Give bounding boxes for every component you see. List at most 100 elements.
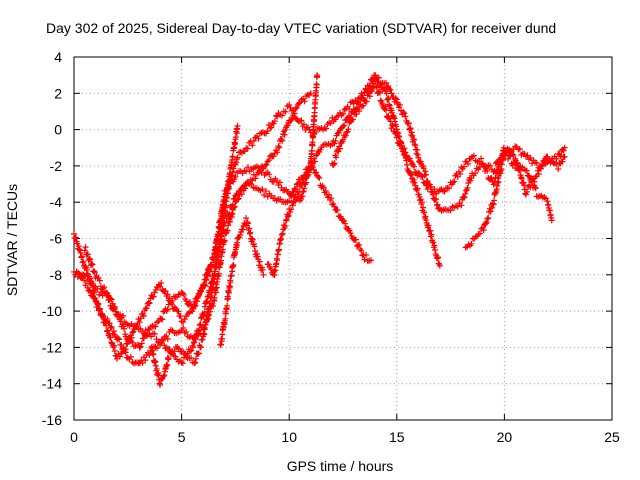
data-point: [94, 300, 101, 307]
data-point: [175, 308, 182, 315]
data-point: [447, 207, 454, 214]
data-point: [360, 102, 367, 109]
data-point: [403, 152, 410, 159]
data-point: [196, 289, 203, 296]
data-point: [197, 321, 204, 328]
data-point: [270, 178, 277, 185]
data-point: [190, 344, 197, 351]
data-point: [510, 158, 517, 165]
data-point: [204, 273, 211, 280]
data-point: [195, 328, 202, 335]
data-point: [358, 247, 365, 254]
data-point: [400, 109, 407, 116]
data-point: [161, 342, 168, 349]
data-point: [264, 158, 271, 165]
data-point: [286, 101, 293, 108]
data-point: [422, 168, 429, 175]
axis-ticks: [73, 56, 613, 421]
data-point: [405, 120, 412, 127]
y-tick-label: -14: [42, 376, 62, 392]
data-point: [544, 153, 551, 160]
series-track-10: [462, 148, 555, 251]
data-point: [549, 155, 556, 162]
y-tick-label: -2: [50, 158, 63, 174]
data-point: [465, 160, 472, 167]
data-point: [87, 275, 94, 282]
data-point: [366, 82, 373, 89]
data-point: [241, 148, 248, 155]
data-point: [138, 340, 145, 347]
data-point: [202, 282, 209, 289]
data-point: [342, 132, 349, 139]
data-point: [362, 86, 369, 93]
data-point: [84, 271, 91, 278]
data-point: [270, 120, 277, 127]
data-point: [303, 170, 310, 177]
data-point: [261, 191, 268, 198]
data-point: [527, 154, 534, 161]
data-point: [553, 161, 560, 168]
data-point: [341, 122, 348, 129]
data-point: [429, 191, 436, 198]
data-point: [402, 113, 409, 120]
data-point: [547, 159, 554, 166]
y-tick-label: 2: [54, 85, 62, 101]
data-point: [228, 173, 235, 180]
data-point: [528, 175, 535, 182]
data-series: [71, 72, 568, 388]
data-point: [259, 186, 266, 193]
data-point: [217, 341, 224, 348]
data-point: [415, 154, 422, 161]
data-point: [488, 175, 495, 182]
data-point: [507, 153, 514, 160]
data-point: [202, 276, 209, 283]
data-point: [227, 218, 234, 225]
data-point: [108, 296, 115, 303]
data-point: [426, 181, 433, 188]
data-point: [336, 145, 343, 152]
data-point: [271, 118, 278, 125]
data-point: [287, 118, 294, 125]
data-point: [207, 300, 214, 307]
data-point: [246, 225, 253, 232]
data-point: [86, 255, 93, 262]
data-point: [532, 173, 539, 180]
data-point: [560, 147, 567, 154]
data-point: [140, 313, 147, 320]
data-point: [290, 189, 297, 196]
data-point: [468, 240, 475, 247]
data-point: [427, 184, 434, 191]
data-point: [383, 107, 390, 114]
data-point: [101, 284, 108, 291]
y-tick-label: -4: [50, 194, 63, 210]
data-point: [244, 145, 251, 152]
data-point: [195, 350, 202, 357]
x-tick-label: 25: [604, 429, 620, 445]
data-point: [529, 178, 536, 185]
data-point: [244, 164, 251, 171]
data-point: [461, 163, 468, 170]
data-point: [108, 323, 115, 330]
data-point: [292, 105, 299, 112]
data-point: [273, 177, 280, 184]
data-point: [142, 327, 149, 334]
data-point: [246, 181, 253, 188]
data-point: [331, 160, 338, 167]
data-point: [81, 247, 88, 254]
data-point: [300, 121, 307, 128]
data-point: [278, 235, 285, 242]
data-point: [237, 148, 244, 155]
data-point: [122, 349, 129, 356]
x-tick-label: 15: [389, 429, 405, 445]
data-point: [224, 302, 231, 309]
data-point: [363, 98, 370, 105]
data-point: [502, 151, 509, 158]
data-point: [328, 195, 335, 202]
data-point: [90, 268, 97, 275]
data-point: [139, 360, 146, 367]
y-tick-label: -10: [42, 303, 62, 319]
data-point: [162, 288, 169, 295]
data-point: [487, 208, 494, 215]
data-point: [429, 188, 436, 195]
data-point: [255, 135, 262, 142]
